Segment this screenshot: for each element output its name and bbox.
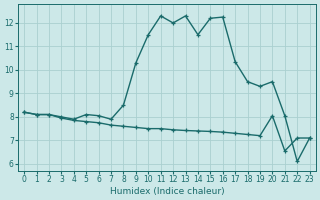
X-axis label: Humidex (Indice chaleur): Humidex (Indice chaleur) [109, 187, 224, 196]
